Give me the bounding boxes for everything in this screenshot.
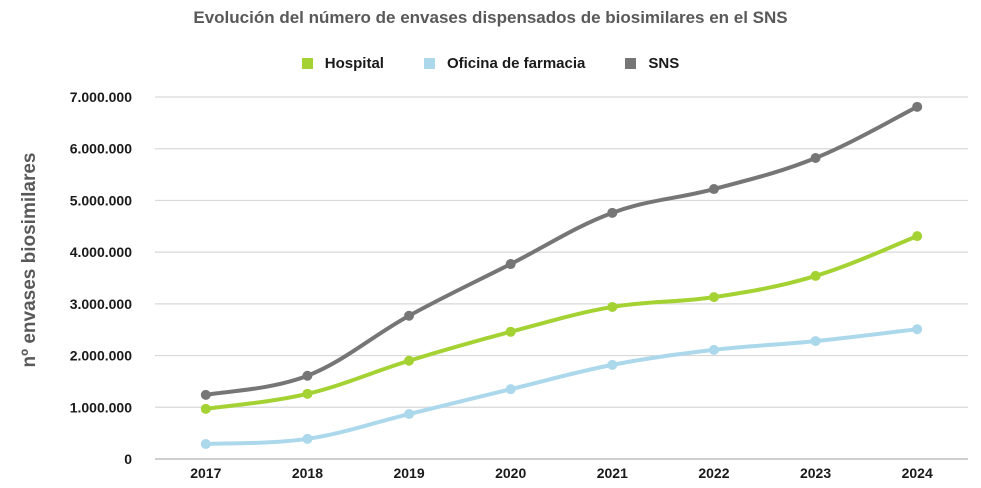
data-point-oficina-de-farmacia <box>302 433 313 444</box>
data-point-oficina-de-farmacia <box>200 439 211 450</box>
legend: Hospital Oficina de farmacia SNS <box>0 55 981 72</box>
data-point-hospital <box>404 355 415 366</box>
legend-swatch-hospital <box>301 58 313 69</box>
data-point-hospital <box>607 301 618 312</box>
y-tick-label: 1.000.000 <box>70 399 132 415</box>
data-point-oficina-de-farmacia <box>505 384 516 395</box>
data-point-oficina-de-farmacia <box>607 359 618 370</box>
x-tick-label: 2019 <box>393 465 424 481</box>
data-point-sns <box>404 310 415 321</box>
data-point-oficina-de-farmacia <box>404 409 415 420</box>
y-tick-label: 6.000.000 <box>70 141 132 157</box>
data-point-sns <box>708 184 719 195</box>
legend-item-sns[interactable]: SNS <box>625 55 679 72</box>
data-point-sns <box>912 101 923 112</box>
y-tick-label: 0 <box>124 451 132 467</box>
series-line-oficina-de-farmacia <box>203 327 920 447</box>
legend-swatch-oficina <box>423 58 435 69</box>
data-point-hospital <box>200 403 211 414</box>
y-tick-label: 2.000.000 <box>70 348 132 364</box>
x-tick-label: 2022 <box>698 465 729 481</box>
x-tick-label: 2024 <box>902 465 933 481</box>
chart-title: Evolución del número de envases dispensa… <box>193 8 788 27</box>
data-point-sns <box>302 370 313 381</box>
legend-item-oficina[interactable]: Oficina de farmacia <box>423 55 586 72</box>
data-point-oficina-de-farmacia <box>708 344 719 355</box>
data-point-oficina-de-farmacia <box>810 336 821 347</box>
y-tick-label: 7.000.000 <box>70 89 132 105</box>
x-tick-label: 2018 <box>292 465 323 481</box>
x-tick-label: 2021 <box>597 465 628 481</box>
data-point-hospital <box>708 292 719 303</box>
data-point-hospital <box>302 388 313 399</box>
data-point-oficina-de-farmacia <box>912 324 923 335</box>
legend-item-hospital[interactable]: Hospital <box>301 55 384 72</box>
x-tick-label: 2023 <box>800 465 831 481</box>
data-point-sns <box>810 153 821 164</box>
legend-swatch-sns <box>625 58 637 69</box>
y-tick-label: 4.000.000 <box>70 244 132 260</box>
legend-label-oficina: Oficina de farmacia <box>446 55 586 72</box>
data-point-sns <box>505 259 516 270</box>
y-tick-label: 5.000.000 <box>70 192 132 208</box>
data-point-hospital <box>912 231 923 242</box>
data-point-sns <box>607 207 618 218</box>
x-tick-label: 2020 <box>495 465 526 481</box>
legend-label-hospital: Hospital <box>324 55 384 72</box>
data-point-sns <box>200 389 211 400</box>
series-line-sns <box>203 104 920 397</box>
legend-label-sns: SNS <box>648 55 680 72</box>
y-tick-label: 3.000.000 <box>70 296 132 312</box>
data-point-hospital <box>505 326 516 337</box>
data-point-hospital <box>810 270 821 281</box>
x-tick-label: 2017 <box>190 465 221 481</box>
series-line-hospital <box>203 234 920 411</box>
